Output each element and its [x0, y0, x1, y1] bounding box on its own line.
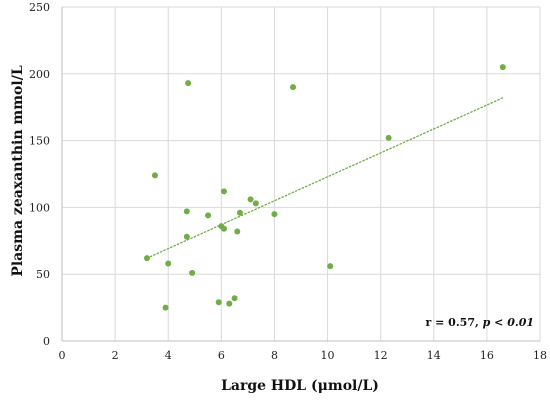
data-point	[499, 64, 506, 71]
data-point	[290, 84, 297, 91]
y-tick-label: 200	[29, 68, 50, 81]
correlation-r-text: r = 0.57,	[426, 316, 483, 329]
x-tick-label: 10	[321, 349, 335, 362]
data-point	[231, 295, 238, 302]
axes	[61, 7, 540, 342]
data-point	[183, 208, 190, 215]
trendline	[146, 97, 504, 259]
data-point	[385, 134, 392, 141]
data-point	[165, 260, 172, 267]
x-axis-title: Large HDL (μmol/L)	[221, 378, 379, 394]
data-point	[205, 212, 212, 219]
data-point	[185, 80, 192, 87]
grid	[62, 6, 541, 341]
x-tick-label: 8	[271, 349, 278, 362]
y-tick-label: 100	[29, 201, 50, 214]
data-point	[236, 209, 243, 216]
correlation-annotation: r = 0.57, p < 0.01	[426, 316, 534, 329]
x-tick-label: 4	[165, 349, 172, 362]
x-tick-label: 12	[374, 349, 388, 362]
data-point	[271, 211, 278, 218]
trendline-path	[146, 97, 504, 259]
data-point	[143, 255, 150, 262]
data-points	[143, 64, 506, 311]
x-tick-label: 14	[427, 349, 441, 362]
x-tick-label: 0	[59, 349, 66, 362]
data-point	[234, 228, 241, 235]
data-point	[220, 225, 227, 232]
y-tick-label: 50	[36, 268, 50, 281]
x-tick-label: 18	[533, 349, 547, 362]
correlation-p-text: p < 0.01	[483, 316, 534, 329]
y-tick-label: 0	[43, 335, 50, 348]
x-tick-label: 16	[480, 349, 494, 362]
x-tick-label: 2	[112, 349, 119, 362]
data-point	[215, 299, 222, 306]
data-point	[162, 304, 169, 311]
data-point	[183, 233, 190, 240]
data-point	[151, 172, 158, 179]
y-tick-label: 250	[29, 1, 50, 14]
data-point	[247, 196, 254, 203]
data-point	[226, 300, 233, 307]
x-tick-label: 6	[218, 349, 225, 362]
data-point	[220, 188, 227, 195]
y-tick-label: 150	[29, 135, 50, 148]
tick-labels: 0 2 4 6 8 10 12 14 16 18 0 50 100 150 200 250	[29, 1, 547, 362]
y-axis-title: Plasma zeaxanthin mmol/L	[10, 65, 26, 276]
data-point	[189, 269, 196, 276]
data-point	[327, 263, 334, 270]
data-point	[252, 200, 259, 207]
